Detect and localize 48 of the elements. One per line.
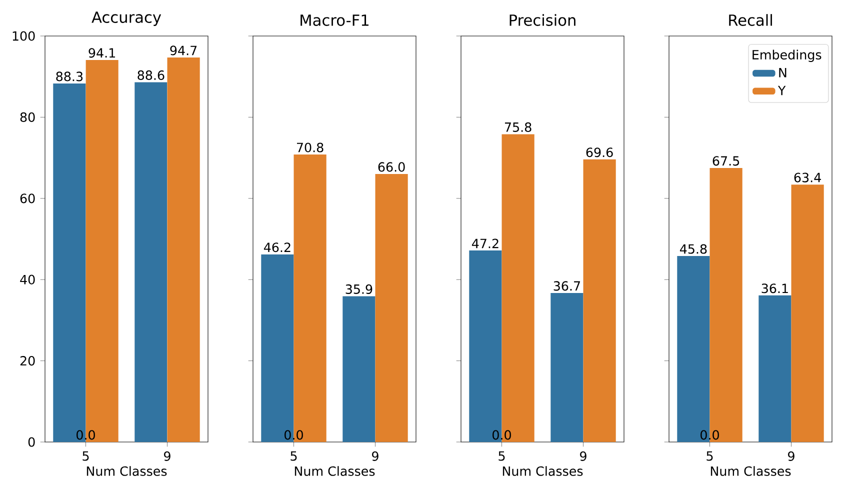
x-tick-label: 5: [82, 451, 89, 461]
y-tick-label: 100: [12, 31, 35, 41]
bar: [758, 295, 792, 442]
data-label: 67.5: [712, 156, 740, 166]
data-label: 63.4: [794, 172, 821, 182]
data-label: 45.8: [680, 244, 707, 254]
x-tick-label: 5: [706, 451, 713, 461]
data-label: 46.2: [264, 242, 290, 252]
annotation: 0.0: [76, 430, 95, 440]
bar: [791, 184, 824, 442]
chart-title: Macro-F1: [300, 14, 368, 26]
data-label: 94.7: [170, 46, 197, 56]
data-label: 36.7: [554, 281, 580, 291]
x-tick-label: 9: [788, 451, 794, 461]
y-tick-label: 40: [20, 274, 35, 284]
legend-title: Embedings: [752, 50, 822, 62]
y-tick-label: 80: [20, 112, 35, 122]
x-tick-label: 9: [372, 451, 378, 461]
x-tick-label: 5: [290, 451, 297, 461]
data-label: 66.0: [378, 162, 405, 172]
y-tick-label: 20: [20, 356, 35, 366]
x-axis-title: Num Classes: [710, 466, 791, 476]
data-label: 88.6: [138, 70, 164, 80]
x-tick-label: 5: [498, 451, 505, 461]
legend-label: Y: [778, 86, 786, 96]
x-axis-title: Num Classes: [86, 466, 167, 476]
x-axis-title: Num Classes: [294, 466, 375, 476]
x-tick-label: 9: [580, 451, 586, 461]
data-label: 47.2: [472, 238, 498, 248]
x-axis-title: Num Classes: [502, 466, 583, 476]
chart-title: Recall: [729, 14, 772, 26]
data-label: 94.1: [88, 48, 115, 58]
data-label: 36.1: [762, 284, 788, 294]
legend-label: N: [779, 68, 786, 78]
chart-title: Accuracy: [92, 12, 162, 26]
bar: [550, 292, 584, 442]
y-tick-label: 0: [28, 437, 35, 447]
data-label: 35.9: [346, 284, 372, 294]
bar: [375, 174, 408, 442]
data-label: 75.8: [504, 122, 532, 132]
x-tick-label: 9: [164, 451, 170, 461]
bar: [583, 159, 616, 442]
data-label: 70.8: [296, 142, 324, 152]
y-tick-label: 60: [20, 194, 35, 204]
data-label: 88.3: [56, 72, 83, 82]
bar: [342, 296, 376, 442]
chart-title: Precision: [510, 14, 576, 26]
data-label: 69.6: [586, 148, 613, 158]
